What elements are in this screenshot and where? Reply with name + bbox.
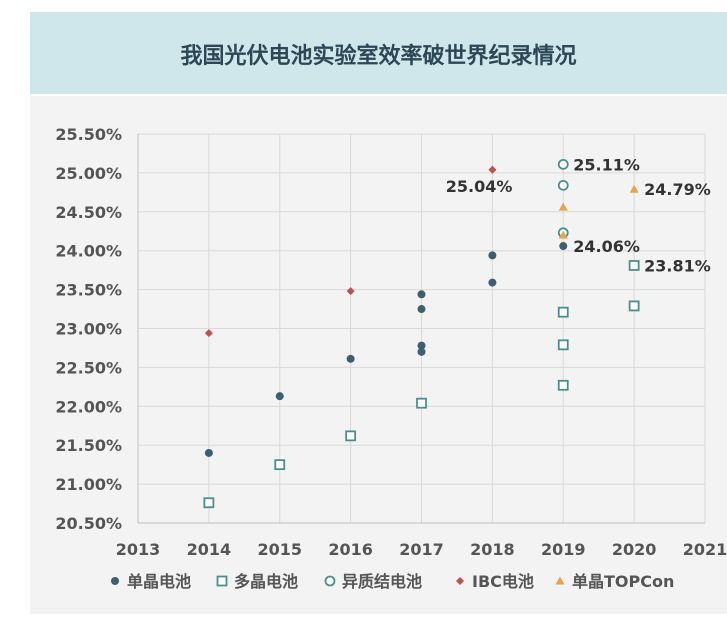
legend-marker <box>324 575 336 587</box>
chart-panel <box>30 96 727 614</box>
legend-marker <box>111 577 119 585</box>
legend-label: IBC电池 <box>472 572 534 591</box>
x-tick-label: 2014 <box>187 540 232 559</box>
x-tick-label: 2020 <box>612 540 657 559</box>
legend-marker <box>456 577 464 585</box>
data-point <box>417 347 426 356</box>
data-point <box>557 158 569 170</box>
y-tick-label: 21.50% <box>55 436 122 455</box>
y-tick-label: 25.50% <box>55 125 122 144</box>
y-tick-label: 22.50% <box>55 358 122 377</box>
data-point <box>557 339 569 351</box>
x-tick-label: 2016 <box>328 540 373 559</box>
x-tick-label: 2017 <box>399 540 444 559</box>
data-point <box>559 242 568 251</box>
x-tick-label: 2021 <box>683 540 727 559</box>
data-point <box>628 300 640 312</box>
y-tick-label: 24.50% <box>55 203 122 222</box>
data-point <box>558 230 568 239</box>
legend-label: 多晶电池 <box>234 572 298 591</box>
legend-label: 单晶电池 <box>127 572 191 591</box>
y-tick-label: 24.00% <box>55 242 122 261</box>
y-tick-label: 23.00% <box>55 320 122 339</box>
data-point <box>488 251 497 260</box>
data-point <box>275 392 284 401</box>
data-point <box>346 354 355 363</box>
y-tick-label: 25.00% <box>55 164 122 183</box>
data-point <box>345 430 357 442</box>
data-point <box>416 397 427 409</box>
data-point <box>557 379 569 391</box>
data-point <box>488 278 497 287</box>
legend-marker <box>555 576 565 585</box>
x-tick-label: 2018 <box>470 540 515 559</box>
data-point <box>629 184 639 193</box>
data-label: 24.79% <box>644 180 711 199</box>
y-tick-label: 22.00% <box>55 397 122 416</box>
chart-title: 我国光伏电池实验室效率破世界纪录情况 <box>180 44 577 69</box>
legend-label: 异质结电池 <box>342 572 422 591</box>
y-tick-label: 23.50% <box>55 281 122 300</box>
data-point <box>557 179 569 191</box>
data-point <box>417 290 426 299</box>
data-label: 25.04% <box>446 177 513 196</box>
data-point <box>274 459 286 471</box>
data-point <box>203 497 215 509</box>
data-point <box>204 329 213 338</box>
legend-marker <box>216 575 228 587</box>
data-point <box>557 306 569 318</box>
data-point <box>417 341 426 350</box>
data-label: 25.11% <box>573 155 640 174</box>
y-tick-label: 20.50% <box>55 514 122 533</box>
title-bar: 我国光伏电池实验室效率破世界纪录情况 <box>30 12 727 94</box>
legend-label: 单晶TOPCon <box>572 572 674 591</box>
data-point <box>488 165 497 174</box>
data-point <box>204 448 213 457</box>
x-tick-label: 2015 <box>257 540 302 559</box>
data-label: 23.81% <box>644 256 711 275</box>
y-tick-label: 21.00% <box>55 475 122 494</box>
data-label: 24.06% <box>573 237 640 256</box>
data-point <box>558 202 568 211</box>
data-point <box>417 305 426 314</box>
data-point <box>346 287 355 296</box>
x-tick-label: 2019 <box>541 540 586 559</box>
data-point <box>628 260 640 271</box>
x-tick-label: 2013 <box>116 540 161 559</box>
